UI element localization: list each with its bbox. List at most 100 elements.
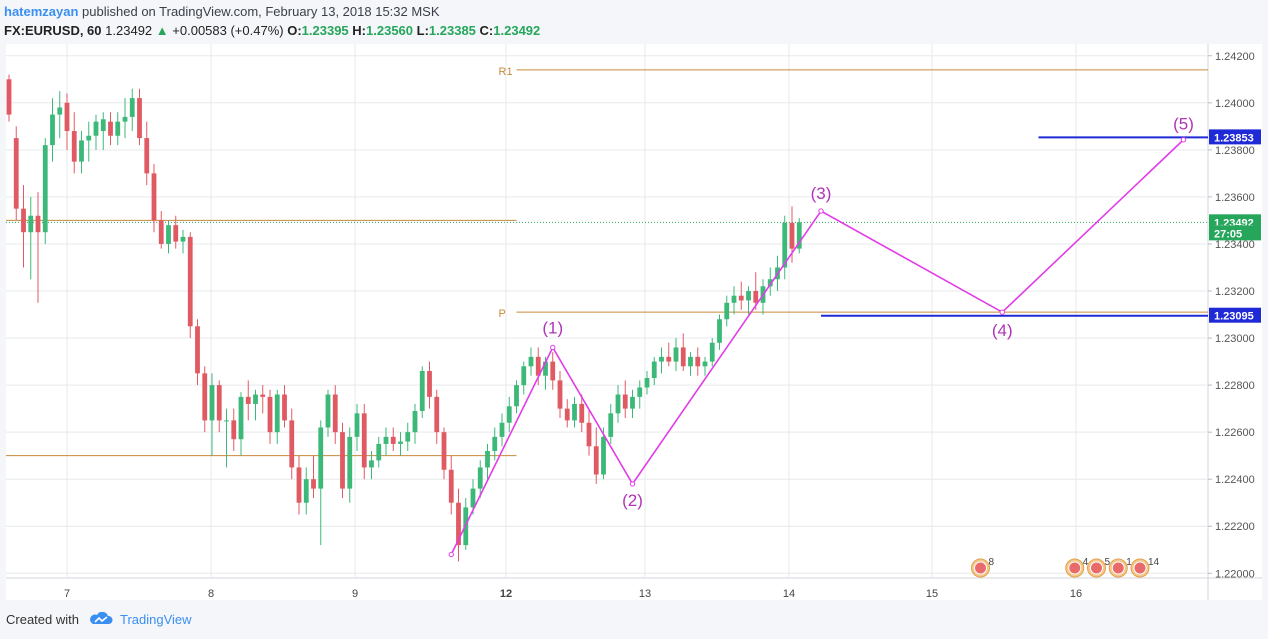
- wave-label: (2): [622, 491, 643, 510]
- pivot-label-r1: R1: [499, 66, 513, 78]
- candle: [390, 427, 396, 451]
- event-label: 5: [1105, 557, 1111, 568]
- author-link[interactable]: hatemzayan: [4, 4, 79, 19]
- candle: [115, 112, 121, 146]
- candle-body: [709, 342, 715, 362]
- candle: [361, 403, 367, 480]
- price-label-box: [1209, 129, 1261, 145]
- candle: [731, 286, 737, 315]
- candle-body: [673, 347, 679, 362]
- candle-body: [601, 436, 606, 475]
- economic-event-icon: 5: [1087, 557, 1111, 578]
- candle: [528, 347, 534, 376]
- tradingview-cloud-icon: [89, 611, 113, 629]
- candle: [144, 121, 150, 186]
- time-axis: [6, 578, 1208, 600]
- candle-body: [659, 356, 664, 362]
- y-tick-label: 1.22600: [1215, 427, 1255, 439]
- candle-body: [514, 385, 519, 407]
- footer: Created with TradingView: [6, 611, 406, 634]
- candle: [42, 138, 48, 244]
- candle-body: [695, 356, 701, 367]
- candle-body: [166, 225, 171, 244]
- chart-header: hatemzayan published on TradingView.com,…: [4, 2, 904, 42]
- candle: [492, 427, 498, 461]
- low-label: L:: [416, 23, 429, 38]
- x-tick-label: 15: [926, 588, 938, 600]
- candle: [782, 215, 788, 280]
- candle-body: [593, 446, 599, 475]
- candle-body: [173, 225, 179, 242]
- candle: [709, 338, 715, 367]
- wave-label: (3): [811, 184, 832, 203]
- candle: [796, 218, 802, 254]
- candle-body: [187, 236, 193, 327]
- candle-body: [216, 385, 222, 421]
- candle-body: [93, 121, 99, 136]
- candle: [108, 112, 113, 146]
- candle-body: [6, 79, 12, 115]
- candle-body: [535, 356, 541, 376]
- candle: [93, 114, 99, 150]
- candles: [6, 74, 802, 562]
- x-tick-label: 14: [783, 588, 795, 600]
- candle-body: [86, 135, 92, 141]
- x-tick-label: 8: [208, 588, 214, 600]
- candle: [615, 385, 621, 423]
- candle-body: [383, 436, 389, 444]
- candle: [21, 185, 26, 268]
- candle: [35, 192, 41, 303]
- candle-body: [376, 443, 382, 461]
- candle-body: [796, 222, 802, 249]
- candle-body: [100, 119, 106, 132]
- candle-body: [731, 295, 737, 303]
- candle-body: [572, 403, 577, 421]
- up-arrow-icon: ▲: [155, 23, 169, 38]
- candle-body: [477, 467, 483, 489]
- candle: [601, 427, 606, 480]
- candle-body: [224, 420, 229, 422]
- candle: [64, 93, 70, 150]
- last-price: 1.23492: [105, 23, 153, 38]
- candle-body: [325, 394, 331, 428]
- candle-body: [521, 366, 527, 386]
- candle-body: [441, 432, 447, 470]
- x-tick-label: 16: [1070, 588, 1082, 600]
- candle: [441, 427, 447, 480]
- candle: [434, 389, 440, 444]
- candle: [86, 121, 92, 162]
- candle: [753, 272, 759, 310]
- candle-body: [492, 436, 498, 451]
- x-tick-label: 7: [64, 588, 70, 600]
- candle-body: [499, 422, 505, 437]
- candle-body: [579, 403, 585, 423]
- y-tick-label: 1.22000: [1215, 568, 1255, 580]
- candle: [173, 215, 179, 249]
- candle-body: [238, 396, 244, 440]
- candle: [347, 427, 353, 503]
- candle: [448, 455, 454, 515]
- y-tick-label: 1.22800: [1215, 380, 1255, 392]
- candle: [216, 380, 222, 433]
- candle-body: [448, 469, 454, 503]
- candle-body: [753, 291, 759, 303]
- candle-body: [630, 396, 635, 409]
- candle-body: [666, 356, 672, 362]
- event-flag: [1068, 561, 1082, 575]
- candle-body: [405, 432, 411, 442]
- candle: [289, 408, 295, 480]
- candle: [332, 385, 338, 444]
- candle: [209, 373, 215, 456]
- candle: [122, 98, 128, 139]
- tradingview-brand[interactable]: TradingView: [120, 612, 192, 627]
- plot-area: [6, 44, 1208, 578]
- candle-body: [412, 410, 418, 433]
- candle: [637, 380, 643, 409]
- candle-body: [702, 361, 708, 367]
- event-flag: [1111, 561, 1125, 575]
- candle-body: [289, 420, 295, 468]
- candle: [702, 356, 708, 376]
- candle: [724, 295, 730, 327]
- price-label: 27:05: [1214, 228, 1242, 240]
